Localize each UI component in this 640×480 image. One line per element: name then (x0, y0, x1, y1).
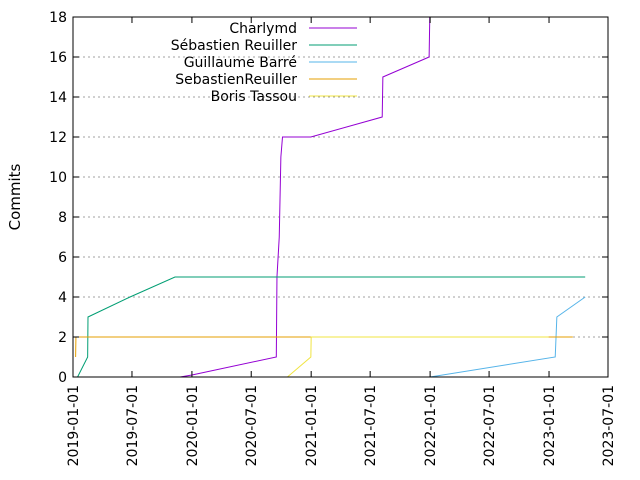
y-tick-label: 4 (58, 290, 67, 306)
series-line-0 (180, 16, 431, 378)
plot-frame (72, 16, 609, 378)
legend-entry-label: Guillaume Barré (184, 55, 297, 71)
series-line-1 (77, 276, 586, 378)
series-line-3 (75, 336, 573, 358)
y-tick-label: 2 (58, 330, 67, 346)
x-tick-label: 2021-01-01 (304, 385, 320, 466)
y-tick-label: 14 (49, 90, 67, 106)
legend-entry-label: Charlymd (229, 21, 297, 37)
x-tick-label: 2020-01-01 (185, 385, 201, 466)
x-tick-label: 2020-07-01 (244, 385, 260, 466)
y-tick-label: 18 (49, 10, 67, 26)
x-tick-label: 2023-07-01 (601, 385, 617, 466)
legend-entry-label: SebastienReuiller (175, 72, 297, 88)
x-tick-label: 2023-01-01 (542, 385, 558, 466)
y-tick-label: 8 (58, 210, 67, 226)
x-tick-label: 2022-07-01 (482, 385, 498, 466)
legend-entry-label: Sébastien Reuiller (171, 38, 297, 54)
y-tick-label: 0 (58, 370, 67, 386)
y-tick-label: 12 (49, 130, 67, 146)
grid-lines (73, 56, 608, 338)
x-tick-label: 2021-07-01 (363, 385, 379, 466)
x-tick-label: 2019-07-01 (125, 385, 141, 466)
series-line-4 (287, 336, 549, 378)
x-axis-ticks: 2019-01-01 2019-07-01 2020-01-01 2020-07-01… (66, 17, 617, 466)
y-tick-label: 16 (49, 50, 67, 66)
y-tick-label: 6 (58, 250, 67, 266)
series-lines (73, 16, 586, 378)
y-axis-title: Commits (6, 163, 24, 230)
y-tick-label: 10 (49, 170, 67, 186)
x-tick-label: 2019-01-01 (66, 385, 82, 466)
y-axis-ticks: 0 2 4 6 8 10 12 14 16 18 (49, 10, 608, 386)
x-tick-label: 2022-01-01 (423, 385, 439, 466)
legend-entry-label: Boris Tassou (211, 89, 297, 105)
